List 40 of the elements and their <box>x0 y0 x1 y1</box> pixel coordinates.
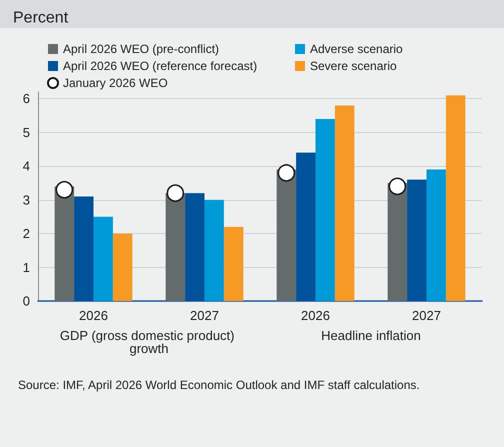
bar <box>426 170 446 301</box>
y-tick-label: 5 <box>22 124 30 140</box>
x-tick-label: 2026 <box>301 308 330 323</box>
y-tick-label: 3 <box>22 192 30 208</box>
bar <box>296 152 316 301</box>
bar <box>334 105 354 301</box>
y-tick-label: 6 <box>22 91 30 106</box>
text: GDP (gross domestic product) growth <box>60 328 238 356</box>
bar <box>74 196 94 301</box>
bar <box>446 95 466 301</box>
y-tick-label: 1 <box>22 260 30 275</box>
bar <box>185 193 204 301</box>
legend-label: Severe scenario <box>310 59 398 73</box>
bar <box>316 118 335 301</box>
legend-label: Adverse scenario <box>310 42 404 56</box>
bar <box>407 180 426 301</box>
y-tick-label: 2 <box>22 226 30 242</box>
bar <box>224 226 244 301</box>
bar <box>204 200 224 301</box>
point <box>388 178 406 196</box>
chart-title: Percent <box>13 10 69 26</box>
x-tick-label: 2027 <box>190 308 219 323</box>
legend-label: April 2026 WEO (pre-conflict) <box>63 42 220 56</box>
bar <box>276 170 296 301</box>
bar <box>112 234 132 301</box>
source-note: Source: IMF, April 2026 World Economic Outlook and IMF staff calculations. <box>18 378 420 392</box>
point <box>166 184 184 202</box>
y-tick-label: 4 <box>22 158 30 174</box>
point <box>56 181 74 199</box>
x-tick-label: 2027 <box>412 308 441 323</box>
legend-label: April 2026 WEO (reference forecast) <box>63 59 258 73</box>
bar <box>388 183 408 301</box>
text: Headline inflation <box>321 328 421 343</box>
legend-label: January 2026 WEO <box>63 76 168 90</box>
point <box>278 164 296 182</box>
y-tick-label: 0 <box>22 294 30 308</box>
x-tick-label: 2026 <box>79 308 108 323</box>
bar <box>166 193 186 301</box>
bar <box>54 186 74 301</box>
bar <box>94 216 113 301</box>
